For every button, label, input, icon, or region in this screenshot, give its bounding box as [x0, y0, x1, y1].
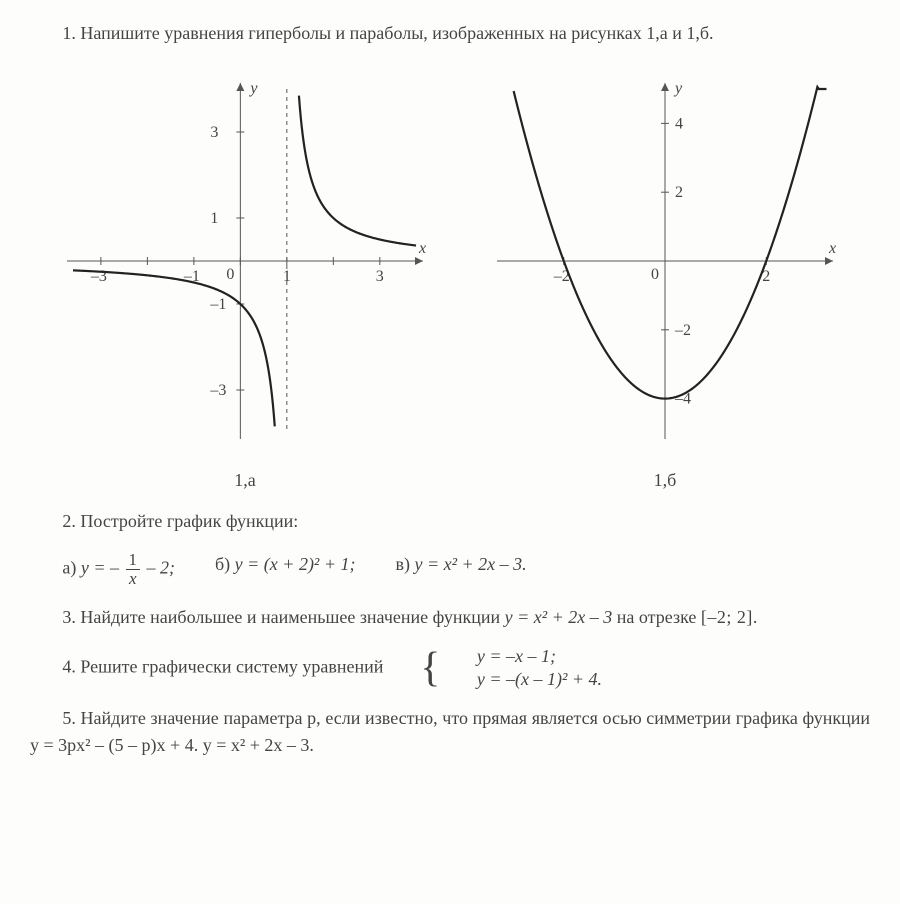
svg-text:–1: –1 [209, 296, 226, 313]
chart-b: xy–22–4–2240 [475, 61, 855, 461]
p2a-num: 1 [126, 551, 141, 570]
svg-text:0: 0 [651, 266, 659, 283]
svg-text:0: 0 [226, 266, 234, 283]
problem-2c: в) y = x² + 2x – 3. [395, 551, 526, 588]
p3-func: y = x² + 2x – 3 [505, 607, 613, 627]
brace-icon: { [388, 647, 441, 689]
p3-pre: 3. Найдите наибольшее и наименьшее значе… [62, 607, 504, 627]
p2a-post: – 2; [147, 557, 176, 577]
p3-mid: на отрезке [617, 607, 701, 627]
svg-text:y: y [248, 80, 258, 97]
chart-b-block: xy–22–4–2240 1,б [475, 61, 855, 494]
problem-1: 1. Напишите уравнения гиперболы и парабо… [30, 20, 870, 47]
svg-text:x: x [418, 240, 426, 257]
chart-a-caption: 1,а [234, 467, 256, 494]
problem-4: 4. Решите графически систему уравнений {… [30, 645, 870, 692]
svg-text:4: 4 [675, 115, 683, 132]
chart-a: xy–3–113–3–1130 [45, 61, 445, 461]
svg-text:3: 3 [210, 124, 218, 141]
svg-text:2: 2 [675, 184, 683, 201]
charts-row: xy–3–113–3–1130 1,а xy–22–4–2240 1,б [30, 61, 870, 494]
problem-2-parts: а) y = – 1 x – 2; б) y = (x + 2)² + 1; в… [62, 549, 870, 590]
p2c-eq: y = x² + 2x – 3. [414, 554, 526, 574]
problem-5: 5. Найдите значение параметра p, если из… [30, 705, 870, 759]
p2a-pre: y = – [81, 557, 119, 577]
p2b-label: б) [215, 554, 235, 574]
p4-lines: y = –x – 1; y = –(x – 1)² + 4. [444, 645, 602, 692]
p2a-den: x [126, 570, 141, 588]
svg-text:x: x [828, 240, 836, 257]
problem-1-text: 1. Напишите уравнения гиперболы и парабо… [62, 23, 713, 43]
svg-text:–2: –2 [674, 322, 691, 339]
problem-2b: б) y = (x + 2)² + 1; [215, 551, 355, 588]
problem-2-lead: 2. Постройте график функции: [30, 508, 870, 535]
p5-text: 5. Найдите значение параметра p, если из… [30, 708, 870, 755]
svg-text:1: 1 [210, 210, 218, 227]
p2a-frac: 1 x [126, 551, 141, 588]
p2b-eq: y = (x + 2)² + 1; [235, 554, 356, 574]
p4-line1: y = –x – 1; [444, 645, 602, 668]
p4-system: { y = –x – 1; y = –(x – 1)² + 4. [388, 645, 602, 692]
svg-text:3: 3 [376, 268, 384, 285]
p2a-label: а) [62, 557, 80, 577]
problem-3: 3. Найдите наибольшее и наименьшее значе… [30, 604, 870, 631]
p3-interval: [–2; 2]. [701, 607, 758, 627]
chart-a-block: xy–3–113–3–1130 1,а [45, 61, 445, 494]
svg-text:–4: –4 [674, 391, 691, 408]
problem-2a: а) y = – 1 x – 2; [62, 551, 175, 588]
svg-text:y: y [673, 80, 683, 97]
chart-b-caption: 1,б [654, 467, 677, 494]
problem-2-lead-text: 2. Постройте график функции: [62, 511, 298, 531]
p4-line2: y = –(x – 1)² + 4. [444, 668, 602, 691]
svg-text:–3: –3 [209, 382, 226, 399]
p4-pre: 4. Решите графически систему уравнений [62, 656, 388, 676]
p2c-label: в) [395, 554, 414, 574]
